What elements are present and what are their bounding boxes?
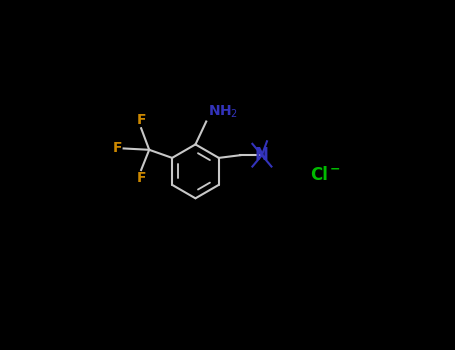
Text: F: F — [113, 141, 122, 155]
Text: F: F — [136, 172, 146, 186]
Text: F: F — [136, 113, 146, 127]
Text: Cl: Cl — [310, 166, 329, 184]
Text: NH$_2$: NH$_2$ — [207, 104, 238, 120]
Text: −: − — [330, 163, 340, 176]
Text: N: N — [255, 146, 269, 164]
